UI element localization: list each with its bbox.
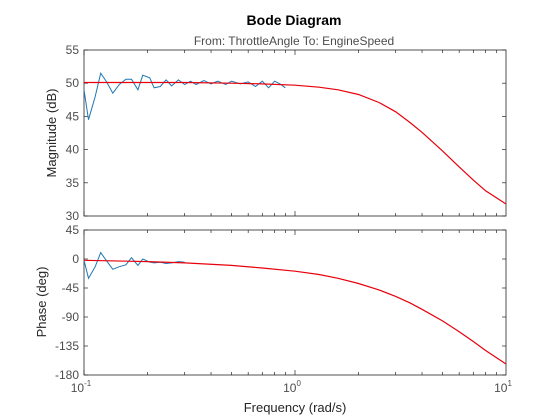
chart-subtitle: From: ThrottleAngle To: EngineSpeed bbox=[194, 34, 394, 48]
phase-x-ticks: 10-1 100 101 bbox=[71, 230, 512, 395]
magnitude-x-tick-marks bbox=[83, 50, 497, 216]
magnitude-axes bbox=[83, 49, 507, 217]
phase-y-ticks: -180 -135 -90 -45 0 45 bbox=[55, 223, 506, 382]
magnitude-y-tick-label: 35 bbox=[66, 176, 80, 190]
phase-series bbox=[83, 251, 507, 365]
x-tick-base: 10 bbox=[283, 381, 297, 395]
x-tick-exponent: 1 bbox=[507, 379, 512, 388]
x-tick-exponent: -1 bbox=[84, 379, 92, 388]
magnitude-series bbox=[83, 71, 507, 205]
phase-y-tick-label: -180 bbox=[55, 368, 79, 382]
phase-axes bbox=[83, 229, 507, 376]
x-axis-label: Frequency (rad/s) bbox=[244, 400, 347, 415]
phase-y-tick-label: -90 bbox=[62, 310, 80, 324]
magnitude-y-tick-label: 55 bbox=[66, 43, 80, 57]
magnitude-y-tick-label: 50 bbox=[66, 76, 80, 90]
magnitude-y-axis-label: Magnitude (dB) bbox=[44, 89, 59, 178]
x-tick-base: 10 bbox=[494, 381, 508, 395]
magnitude-measured-line bbox=[83, 71, 286, 120]
magnitude-panel: 30 35 40 45 50 55 Magnitude (dB) bbox=[44, 43, 507, 223]
magnitude-y-tick-label: 45 bbox=[66, 109, 80, 123]
magnitude-y-tick-label: 40 bbox=[66, 143, 80, 157]
x-tick-exponent: 0 bbox=[296, 379, 301, 388]
phase-y-tick-label: 45 bbox=[66, 223, 80, 237]
phase-y-axis-label: Phase (deg) bbox=[34, 267, 49, 338]
phase-y-tick-label: -45 bbox=[62, 281, 80, 295]
magnitude-model-line bbox=[84, 81, 507, 205]
magnitude-y-tick-label: 30 bbox=[66, 209, 80, 223]
magnitude-y-ticks: 30 35 40 45 50 55 bbox=[66, 43, 506, 223]
phase-y-tick-label: 0 bbox=[72, 252, 79, 266]
x-tick-base: 10 bbox=[71, 381, 85, 395]
phase-y-tick-label: -135 bbox=[55, 339, 79, 353]
x-tick-label: 10-1 bbox=[71, 379, 92, 395]
phase-model-line bbox=[83, 259, 507, 365]
x-tick-label: 101 bbox=[494, 379, 512, 395]
chart-title: Bode Diagram bbox=[247, 12, 342, 28]
x-tick-label: 100 bbox=[283, 379, 301, 395]
